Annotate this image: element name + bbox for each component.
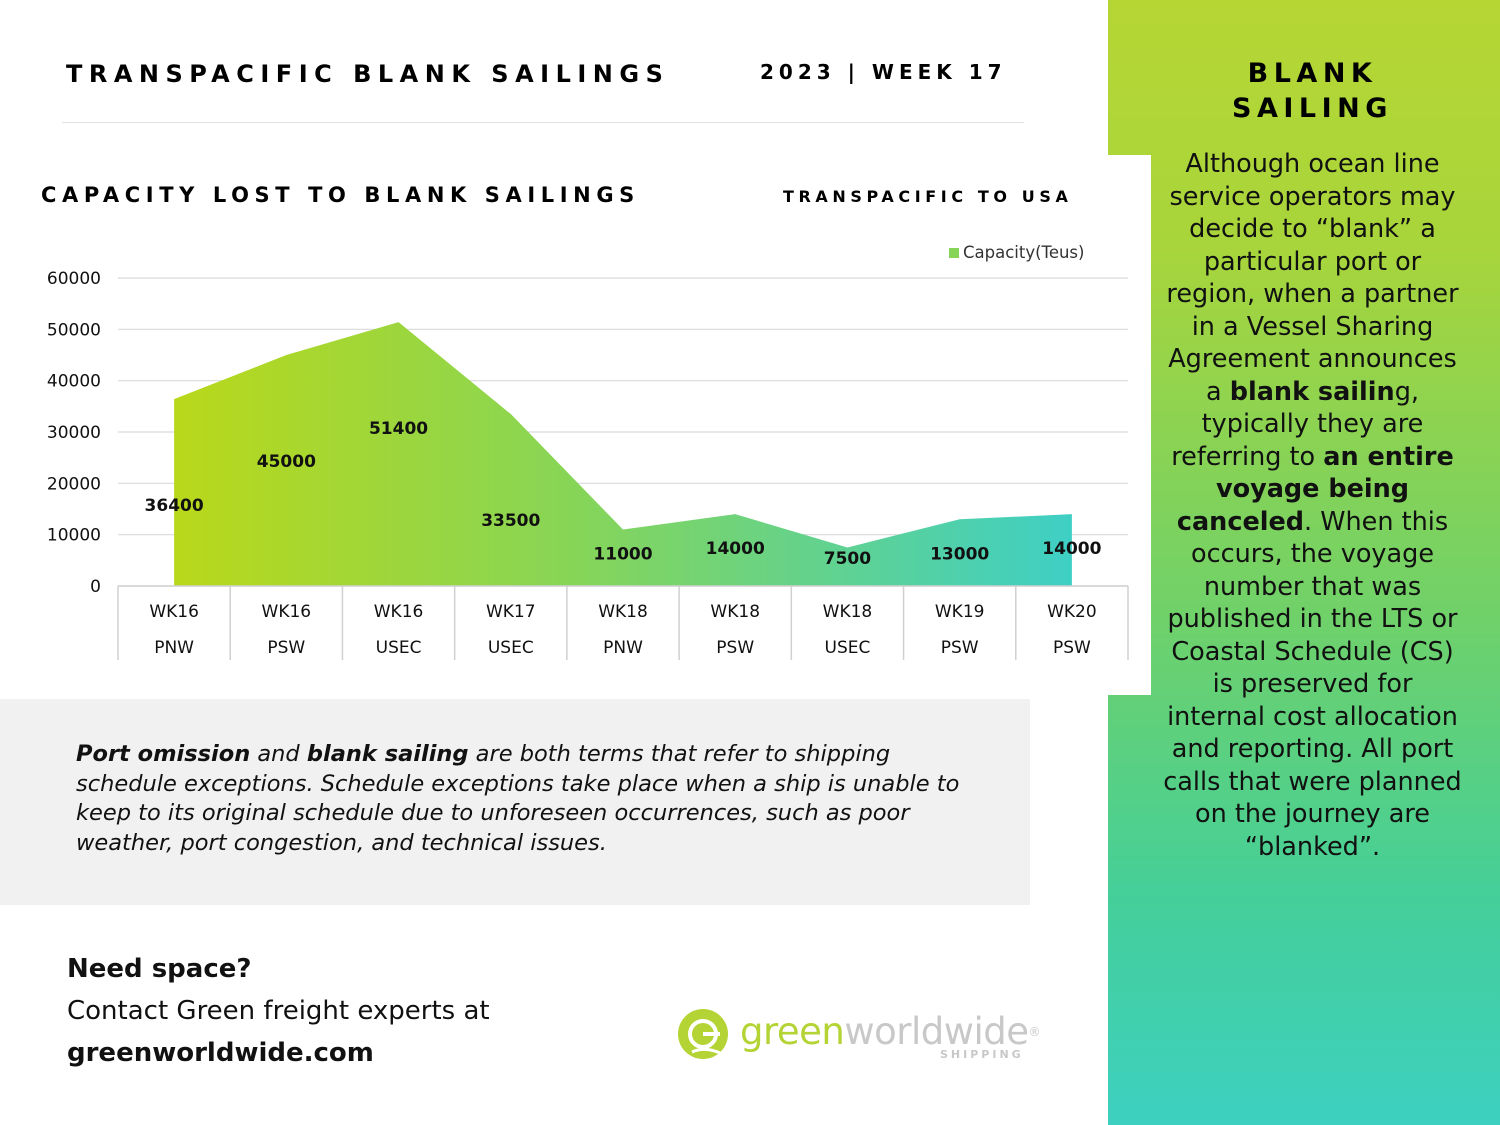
page-title: TRANSPACIFIC BLANK SAILINGS: [66, 60, 670, 88]
sidebar-panel: [1108, 0, 1500, 1125]
brand-logo-reg: ®: [1028, 1025, 1041, 1039]
chart-heading: CAPACITY LOST TO BLANK SAILINGS: [41, 183, 640, 207]
y-tick-label: 60000: [47, 269, 101, 289]
sidebar-body-run: an entire voyage being canceled: [1176, 441, 1454, 537]
data-label: 14000: [1042, 539, 1101, 559]
brand-logo-sub: SHIPPING: [940, 1048, 1024, 1061]
x-tick-label-region: PNW: [154, 638, 194, 658]
week-label: 2023 | WEEK 17: [760, 60, 1007, 84]
contact-line: Contact Green freight experts at: [67, 996, 490, 1026]
contact-heading: Need space?: [67, 954, 252, 984]
x-tick-label-region: PSW: [1053, 638, 1091, 658]
globe-logo-icon: [678, 1009, 728, 1059]
x-tick-label-week: WK19: [935, 602, 985, 622]
x-tick-label-region: USEC: [376, 638, 422, 658]
brand-logo-green: green: [740, 1010, 845, 1053]
chart-subheading: TRANSPACIFIC TO USA: [783, 187, 1073, 206]
data-label: 51400: [369, 419, 428, 439]
x-tick-label-region: USEC: [488, 638, 534, 658]
sidebar-title-line1: BLANK: [1247, 58, 1378, 89]
header-divider: [62, 122, 1024, 123]
sidebar-body-run: blank sailin: [1229, 376, 1395, 407]
y-tick-label: 10000: [47, 526, 101, 546]
y-tick-label: 40000: [47, 372, 101, 392]
data-label: 11000: [593, 545, 652, 565]
data-label: 36400: [145, 496, 204, 516]
info-text-run: and: [250, 741, 307, 767]
x-tick-label-region: USEC: [825, 638, 871, 658]
y-tick-label: 50000: [47, 320, 101, 340]
legend-label: Capacity(Teus): [963, 243, 1084, 262]
brand-logo-text: greenworldwide®: [740, 1008, 1041, 1056]
y-tick-label: 30000: [47, 423, 101, 443]
sidebar-body-run: . When this occurs, the voyage number th…: [1163, 506, 1462, 862]
legend-swatch: [949, 248, 959, 258]
x-tick-label-week: WK16: [374, 602, 424, 622]
x-tick-label-week: WK18: [598, 602, 648, 622]
info-box: [0, 699, 1030, 905]
info-text-run: blank sailing: [306, 741, 469, 767]
brand-logo-worldwide: worldwide: [844, 1010, 1029, 1053]
x-tick-label-week: WK16: [262, 602, 312, 622]
x-tick-label-region: PNW: [603, 638, 643, 658]
x-tick-label-region: PSW: [716, 638, 754, 658]
x-tick-label-region: PSW: [941, 638, 979, 658]
y-tick-label: 20000: [47, 474, 101, 494]
sidebar-body-run: g, typically they are referring to: [1171, 376, 1424, 472]
sidebar-body-run: Although ocean line service operators ma…: [1166, 149, 1459, 407]
sidebar-title-line2: SAILING: [1232, 93, 1393, 124]
info-text: Port omission and blank sailing are both…: [76, 740, 976, 858]
x-tick-label-week: WK17: [486, 602, 536, 622]
data-label: 13000: [930, 544, 989, 564]
website-link[interactable]: greenworldwide.com: [67, 1038, 374, 1068]
sidebar-body-text: Although ocean line service operators ma…: [1160, 148, 1465, 863]
info-text-run: Port omission: [76, 741, 251, 767]
x-tick-label-region: PSW: [267, 638, 305, 658]
area-chart: 0 10000 20000 30000 40000 50000 60000 36400 4500…: [47, 243, 1129, 660]
data-label: 33500: [481, 511, 540, 531]
data-label: 7500: [824, 549, 871, 569]
x-tick-label-week: WK18: [823, 602, 873, 622]
capacity-area: [174, 322, 1072, 586]
data-label: 45000: [257, 452, 316, 472]
sidebar-title: BLANK SAILING: [1130, 56, 1495, 126]
info-text-run: are both terms that refer to shipping sc…: [76, 741, 960, 856]
data-label: 14000: [706, 539, 765, 559]
x-tick-label-week: WK16: [149, 602, 199, 622]
contact-block: Need space? Contact Green freight expert…: [67, 948, 490, 1074]
x-tick-label-week: WK18: [710, 602, 760, 622]
x-tick-label-week: WK20: [1047, 602, 1097, 622]
y-tick-label: 0: [90, 577, 101, 597]
